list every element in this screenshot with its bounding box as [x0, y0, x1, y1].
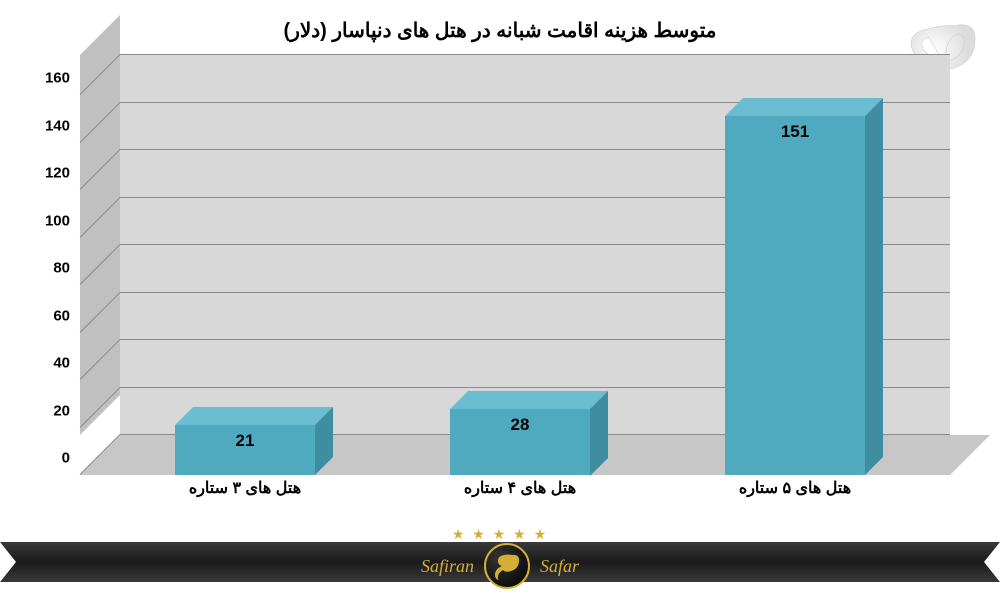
bar-top [450, 391, 608, 409]
gridline [120, 54, 950, 55]
stars-icon: ★ ★ ★ ★ ★ [421, 526, 579, 543]
bar-value-label: 151 [725, 122, 865, 142]
brand-circle-icon [484, 543, 530, 589]
y-tick-label: 140 [45, 117, 70, 134]
y-tick-label: 0 [62, 450, 70, 467]
y-tick-label: 160 [45, 70, 70, 87]
chart-container: متوسط هزینه اقامت شبانه در هتل های دنپاس… [0, 0, 1000, 532]
y-tick-label: 100 [45, 212, 70, 229]
y-tick-label: 40 [53, 355, 70, 372]
bar-value-label: 21 [175, 431, 315, 451]
bar-front [725, 116, 865, 475]
x-axis-label: هتل های ۴ ستاره [464, 478, 576, 498]
bar-value-label: 28 [450, 415, 590, 435]
bar: 151 [725, 76, 865, 475]
x-axis-label: هتل های ۵ ستاره [739, 478, 851, 498]
bar-top [175, 407, 333, 425]
plot-area: 020406080100120140160 2128151 [80, 55, 950, 475]
bar: 28 [450, 369, 590, 476]
x-axis-label: هتل های ۳ ستاره [189, 478, 301, 498]
y-tick-label: 20 [53, 402, 70, 419]
bar-top [725, 98, 883, 116]
brand-left: Safiran [421, 556, 474, 577]
y-tick-label: 120 [45, 165, 70, 182]
y-tick-label: 60 [53, 307, 70, 324]
brand-right: Safar [540, 556, 579, 577]
footer: ★ ★ ★ ★ ★ Safiran Safar [0, 532, 1000, 600]
bar-side [865, 98, 883, 475]
chart-title: متوسط هزینه اقامت شبانه در هتل های دنپاس… [0, 0, 1000, 43]
x-axis-labels: هتل های ۳ ستاره هتل های ۴ ستاره هتل های ۵ … [80, 478, 950, 508]
y-tick-label: 80 [53, 260, 70, 277]
bar: 21 [175, 385, 315, 475]
footer-logo: ★ ★ ★ ★ ★ Safiran Safar [421, 526, 579, 589]
